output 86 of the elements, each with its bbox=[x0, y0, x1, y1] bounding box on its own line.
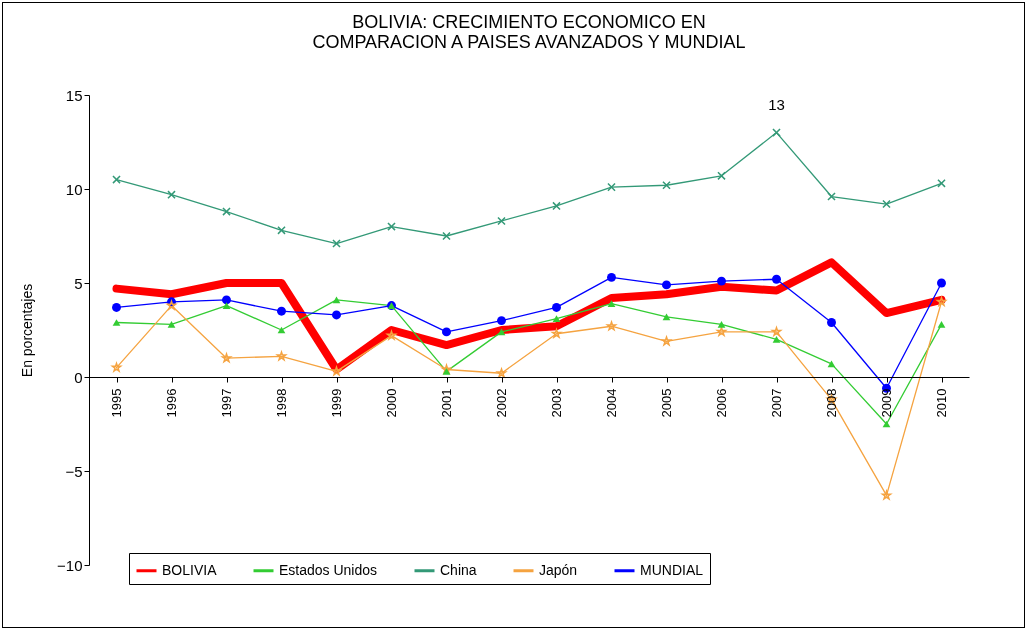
x-tick-label: 1998 bbox=[274, 388, 289, 418]
point bbox=[277, 226, 286, 235]
point bbox=[552, 201, 561, 211]
point bbox=[497, 316, 506, 326]
point bbox=[772, 336, 781, 343]
point bbox=[717, 171, 726, 181]
y-tick-label: 0 bbox=[74, 368, 83, 386]
point bbox=[937, 179, 946, 188]
point bbox=[167, 190, 176, 199]
point bbox=[387, 222, 396, 231]
x-tick-label: 2009 bbox=[879, 388, 894, 418]
point bbox=[606, 321, 617, 331]
legend-label: BOLIVIA bbox=[162, 561, 218, 578]
point bbox=[442, 231, 451, 241]
point bbox=[331, 366, 342, 376]
point bbox=[332, 239, 341, 248]
point bbox=[716, 326, 727, 337]
x-tick-label: 2008 bbox=[824, 388, 839, 418]
point bbox=[662, 180, 671, 190]
point bbox=[497, 328, 506, 336]
x-tick-label: 2003 bbox=[549, 388, 564, 418]
point bbox=[497, 216, 506, 226]
point bbox=[827, 318, 836, 327]
point bbox=[112, 302, 121, 312]
point bbox=[607, 272, 616, 282]
point bbox=[661, 336, 672, 346]
point bbox=[222, 295, 231, 305]
point bbox=[332, 310, 341, 320]
point bbox=[222, 302, 231, 309]
point bbox=[827, 360, 836, 368]
y-tick-label: 10 bbox=[65, 180, 83, 198]
point bbox=[167, 321, 176, 328]
y-tick-label: 5 bbox=[74, 274, 83, 292]
legend-label: Estados Unidos bbox=[279, 561, 378, 578]
point bbox=[937, 321, 946, 328]
y-tick-label: −10 bbox=[57, 556, 83, 574]
point bbox=[717, 321, 726, 328]
point bbox=[332, 296, 341, 304]
y-tick-label: −5 bbox=[65, 462, 83, 480]
x-tick-label: 2010 bbox=[934, 388, 949, 418]
point bbox=[827, 192, 836, 201]
point bbox=[386, 330, 397, 340]
point bbox=[112, 175, 121, 184]
chart-title: BOLIVIA: CRECIMIENTO ECONOMICO EN COMPARACION A PAISES AVANZADOS Y MUNDIAL bbox=[312, 12, 746, 52]
point bbox=[662, 280, 671, 290]
x-tick-label: 2006 bbox=[714, 388, 729, 418]
x-tick-label: 2007 bbox=[769, 388, 784, 418]
point bbox=[551, 328, 562, 338]
point bbox=[552, 302, 561, 312]
legend-label: Japón bbox=[539, 561, 578, 578]
point bbox=[881, 490, 892, 500]
annotation: 13 bbox=[768, 95, 785, 113]
point bbox=[717, 276, 726, 286]
x-tick-label: 2005 bbox=[659, 388, 674, 418]
legend-label: MUNDIAL bbox=[640, 561, 704, 578]
point bbox=[772, 128, 781, 137]
point bbox=[277, 326, 286, 334]
point bbox=[222, 207, 231, 216]
y-tick-label: 15 bbox=[65, 86, 83, 104]
point bbox=[662, 313, 671, 321]
point bbox=[496, 368, 507, 378]
point bbox=[277, 306, 286, 316]
point bbox=[607, 182, 616, 192]
x-tick-label: 2001 bbox=[439, 388, 454, 418]
x-tick-label: 1999 bbox=[329, 388, 344, 418]
point bbox=[111, 362, 122, 372]
point bbox=[772, 274, 781, 284]
x-tick-label: 1995 bbox=[109, 388, 124, 418]
x-tick-label: 2004 bbox=[604, 388, 619, 418]
point bbox=[442, 368, 451, 375]
point bbox=[442, 327, 451, 337]
point bbox=[552, 315, 561, 323]
x-tick-label: 1996 bbox=[164, 388, 179, 418]
legend-label: China bbox=[440, 561, 477, 578]
point bbox=[607, 300, 616, 308]
point bbox=[882, 199, 891, 209]
point bbox=[882, 420, 891, 428]
point bbox=[276, 351, 287, 361]
y-axis-title: En porcentajes bbox=[19, 283, 36, 378]
point bbox=[937, 278, 946, 288]
point bbox=[441, 364, 452, 374]
point bbox=[112, 319, 121, 326]
x-tick-label: 2002 bbox=[494, 388, 509, 418]
x-tick-label: 1997 bbox=[219, 388, 234, 418]
point bbox=[771, 326, 782, 337]
x-tick-label: 2000 bbox=[384, 388, 399, 418]
